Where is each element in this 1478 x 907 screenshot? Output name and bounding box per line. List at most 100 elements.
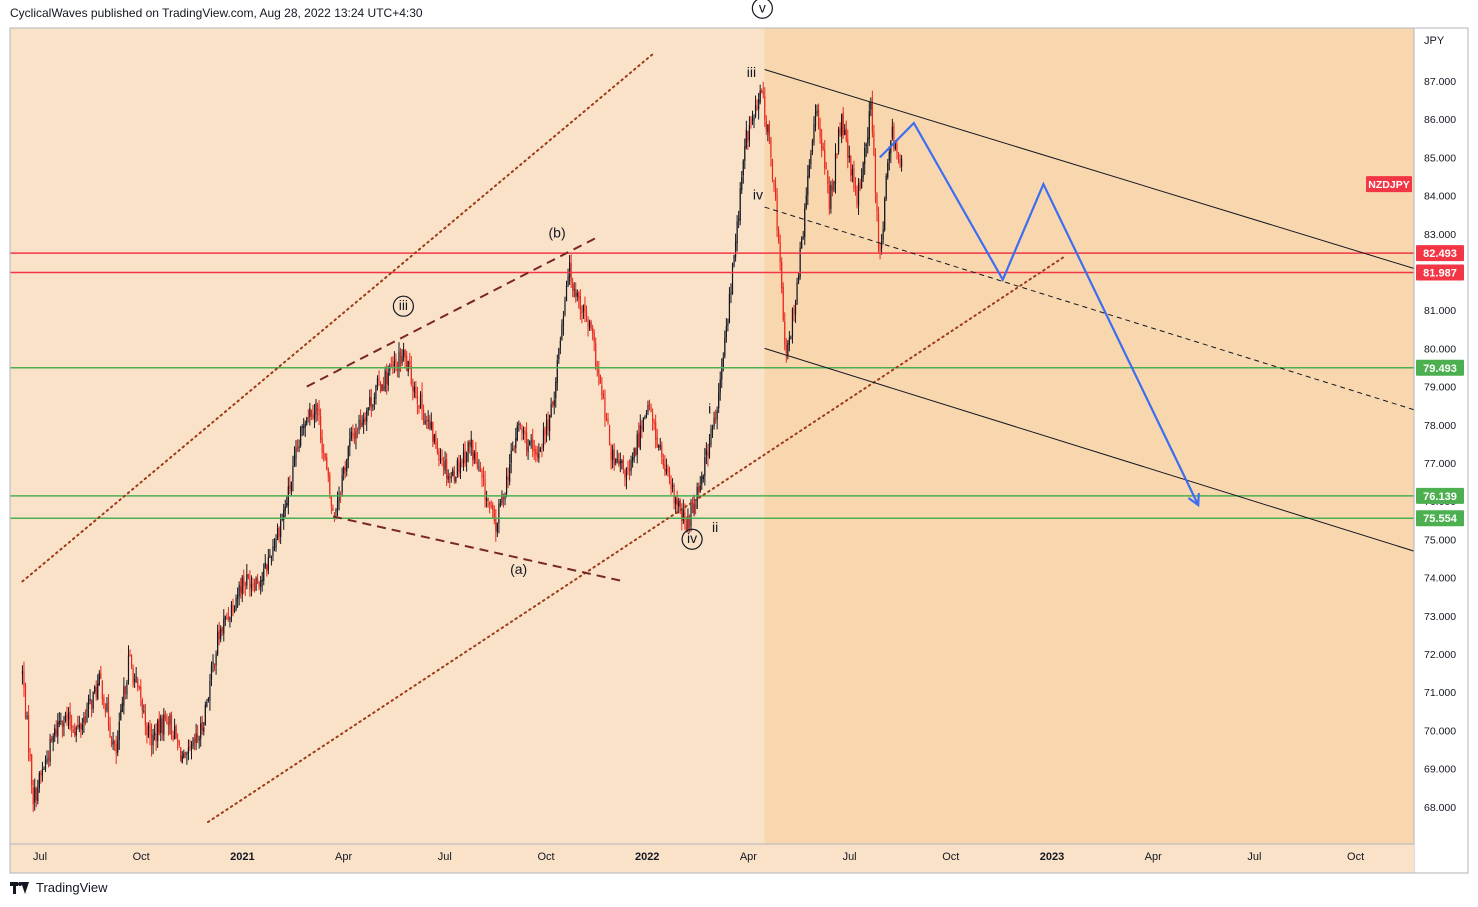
candle-body: [115, 743, 117, 754]
candle-body: [313, 412, 316, 419]
candle-body: [822, 147, 824, 149]
candle-body: [392, 365, 394, 367]
price-tag-label: 79.493: [1423, 363, 1457, 375]
candle-body: [870, 103, 872, 110]
candle-body: [378, 377, 380, 382]
candle-body: [504, 495, 506, 500]
candle-body: [549, 415, 551, 432]
candle-body: [444, 459, 446, 471]
wave-label: v: [759, 0, 766, 15]
candle-body: [223, 619, 225, 634]
candle-body: [527, 446, 529, 453]
candle-body: [412, 386, 414, 391]
candle-body: [774, 185, 777, 197]
price-axis-area[interactable]: [1414, 28, 1468, 873]
wave-label: (b): [549, 225, 566, 241]
candle-body: [300, 427, 302, 446]
candle-body: [253, 583, 256, 590]
candle-body: [688, 515, 691, 528]
triangle-lower-line: [332, 515, 625, 583]
candle-body: [785, 345, 787, 354]
candle-body: [286, 502, 288, 507]
symbol-badge-label: NZDJPY: [1368, 179, 1409, 191]
candle-body: [776, 195, 778, 231]
candle-body: [190, 744, 193, 749]
candle-body: [124, 686, 127, 694]
candle-body: [635, 448, 637, 456]
candle-body: [263, 569, 265, 581]
candle-body: [462, 451, 465, 464]
price-tick-label: 70.000: [1424, 725, 1456, 737]
candle-body: [86, 708, 88, 723]
candle-body: [44, 760, 47, 769]
candle-body: [406, 355, 408, 371]
candle-body: [447, 475, 449, 480]
price-tick-label: 73.000: [1424, 611, 1456, 623]
candle-body: [78, 724, 80, 729]
candle-body: [449, 476, 451, 478]
candle-body: [227, 616, 229, 619]
candle-body: [490, 505, 492, 507]
candle-body: [37, 788, 39, 802]
candle-body: [559, 340, 561, 348]
candle-body: [641, 426, 643, 429]
candle-body: [512, 449, 514, 451]
candle-body: [327, 469, 329, 476]
candle-body: [538, 453, 540, 459]
candle-body: [691, 502, 694, 513]
candle-body: [244, 585, 246, 587]
candle-body: [856, 188, 858, 204]
candle-body: [233, 609, 236, 612]
candle-body: [466, 452, 468, 462]
candle-body: [880, 241, 883, 249]
drawings: [10, 53, 1415, 824]
candle-body: [496, 522, 498, 533]
candle-body: [307, 417, 309, 419]
time-axis-area[interactable]: [10, 844, 1414, 873]
candle-body: [887, 162, 889, 178]
candle-body: [35, 788, 37, 801]
candle-body: [567, 276, 569, 286]
price-tick-label: 71.000: [1424, 687, 1456, 699]
tradingview-logo-icon: [10, 881, 30, 894]
candle-body: [349, 438, 351, 447]
chart-frame: [9, 27, 1469, 874]
candle-body: [273, 546, 276, 549]
candle-body: [516, 425, 518, 440]
candle-body: [675, 497, 677, 505]
candle-body: [704, 457, 706, 477]
candle-body: [324, 453, 326, 460]
candle-body: [489, 501, 491, 506]
footer-brand[interactable]: TradingView: [10, 880, 108, 895]
candle-body: [710, 429, 712, 445]
candle-body: [501, 495, 503, 504]
time-tick-label: Apr: [1145, 851, 1162, 863]
candle-body: [794, 303, 797, 315]
candle-body: [409, 361, 411, 364]
candle-body: [250, 583, 253, 588]
time-tick-label: 2021: [230, 851, 254, 863]
candle-body: [55, 729, 57, 735]
projection-zone: [764, 28, 1414, 844]
price-tick-label: 74.000: [1424, 573, 1456, 585]
candle-body: [178, 741, 180, 746]
candle-body: [186, 753, 188, 755]
candle-body: [579, 296, 581, 311]
candle-body: [515, 438, 517, 448]
candle-body: [593, 332, 595, 343]
candle-body: [217, 631, 219, 655]
candle-body: [817, 109, 820, 129]
candle-body: [284, 506, 286, 511]
candle-body: [439, 458, 442, 460]
candle-body: [170, 714, 173, 734]
candle-body: [303, 426, 305, 428]
candle-body: [21, 671, 24, 675]
wave-label-circle: [681, 528, 703, 550]
candle-body: [828, 185, 830, 210]
candle-body: [719, 379, 721, 393]
candle-body: [416, 396, 419, 405]
candle-body: [326, 457, 328, 470]
candle-body: [718, 392, 720, 409]
candle-body: [161, 718, 163, 733]
